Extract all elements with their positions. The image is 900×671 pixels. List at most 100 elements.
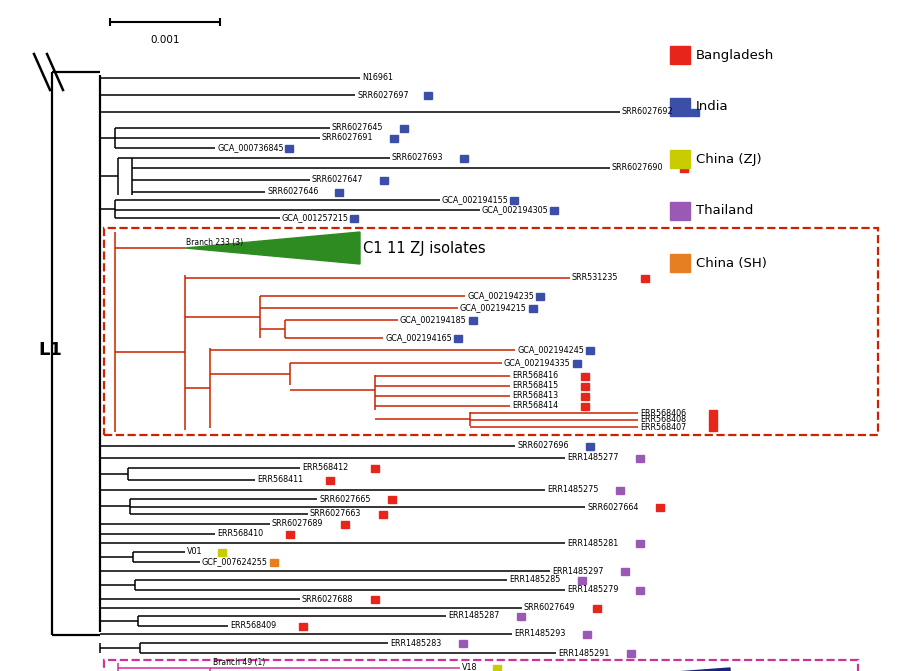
Bar bbox=[581, 393, 589, 399]
Text: GCA_002194335: GCA_002194335 bbox=[504, 358, 571, 368]
Text: GCA_002194245: GCA_002194245 bbox=[517, 346, 584, 354]
Bar bbox=[709, 409, 716, 417]
Text: GCF_007624255: GCF_007624255 bbox=[202, 558, 268, 566]
Text: SRR531235: SRR531235 bbox=[572, 274, 618, 282]
Text: SRR6027692: SRR6027692 bbox=[622, 107, 673, 117]
Text: ERR1485293: ERR1485293 bbox=[514, 629, 565, 639]
Text: N16961: N16961 bbox=[362, 74, 393, 83]
Bar bbox=[670, 202, 689, 220]
Text: GCA_002194165: GCA_002194165 bbox=[385, 333, 452, 342]
Text: SRR6027649: SRR6027649 bbox=[524, 603, 575, 613]
Bar bbox=[371, 464, 379, 472]
Text: ERR1485285: ERR1485285 bbox=[509, 576, 561, 584]
Text: ERR1485283: ERR1485283 bbox=[390, 639, 441, 648]
Text: ERR568411: ERR568411 bbox=[257, 476, 303, 484]
Bar bbox=[270, 558, 278, 566]
Text: GCA_002194155: GCA_002194155 bbox=[442, 195, 508, 205]
Bar bbox=[581, 372, 589, 380]
Text: ERR1485291: ERR1485291 bbox=[558, 648, 609, 658]
Bar bbox=[670, 46, 689, 64]
Text: SRR6027688: SRR6027688 bbox=[302, 595, 354, 603]
Bar bbox=[586, 442, 594, 450]
Bar bbox=[670, 150, 689, 168]
Bar bbox=[709, 417, 716, 423]
Text: SRR6027689: SRR6027689 bbox=[272, 519, 323, 529]
Text: ERR1485287: ERR1485287 bbox=[448, 611, 500, 621]
Text: ERR1485279: ERR1485279 bbox=[567, 586, 618, 595]
Bar bbox=[460, 154, 468, 162]
Text: GCA_002194215: GCA_002194215 bbox=[460, 303, 526, 313]
Bar bbox=[581, 403, 589, 409]
Bar bbox=[583, 631, 590, 637]
Bar bbox=[400, 125, 408, 132]
Text: SRR6027647: SRR6027647 bbox=[312, 176, 364, 185]
Text: China (SH): China (SH) bbox=[696, 256, 767, 270]
Text: ERR568415: ERR568415 bbox=[512, 382, 558, 391]
Text: SRR6027664: SRR6027664 bbox=[587, 503, 638, 511]
Text: ERR568406: ERR568406 bbox=[640, 409, 686, 417]
Text: Branch 49 (1): Branch 49 (1) bbox=[213, 658, 266, 666]
Bar bbox=[581, 382, 589, 389]
Text: ERR568413: ERR568413 bbox=[512, 391, 558, 401]
Bar bbox=[493, 664, 500, 671]
Text: ERR568407: ERR568407 bbox=[640, 423, 686, 431]
Text: SRR6027697: SRR6027697 bbox=[357, 91, 409, 99]
Text: ERR1485277: ERR1485277 bbox=[567, 454, 618, 462]
Bar bbox=[286, 531, 293, 537]
Text: GCA_000736845: GCA_000736845 bbox=[217, 144, 284, 152]
Bar bbox=[379, 511, 387, 517]
Text: ERR1485281: ERR1485281 bbox=[567, 539, 618, 548]
Bar bbox=[656, 503, 663, 511]
Bar bbox=[390, 134, 398, 142]
Text: India: India bbox=[696, 101, 729, 113]
Bar bbox=[691, 109, 698, 115]
Text: GCA_002194235: GCA_002194235 bbox=[467, 291, 534, 301]
Bar bbox=[517, 613, 525, 619]
Text: GCA_002194185: GCA_002194185 bbox=[400, 315, 467, 325]
Text: SRR6027691: SRR6027691 bbox=[322, 134, 374, 142]
Text: SRR6027663: SRR6027663 bbox=[310, 509, 362, 519]
Bar bbox=[621, 568, 629, 574]
Text: China (ZJ): China (ZJ) bbox=[696, 152, 761, 166]
Bar bbox=[454, 335, 462, 342]
Bar bbox=[578, 576, 586, 584]
Bar bbox=[424, 91, 432, 99]
Text: GCA_001257215: GCA_001257215 bbox=[282, 213, 349, 223]
Bar bbox=[670, 254, 689, 272]
Polygon shape bbox=[460, 668, 730, 671]
Text: V01: V01 bbox=[187, 548, 202, 556]
Bar bbox=[709, 423, 716, 431]
Bar bbox=[586, 346, 594, 354]
Text: SRR6027696: SRR6027696 bbox=[517, 442, 569, 450]
Text: Bangladesh: Bangladesh bbox=[696, 48, 774, 62]
Text: SRR6027645: SRR6027645 bbox=[332, 123, 383, 132]
Text: Thailand: Thailand bbox=[696, 205, 753, 217]
Bar bbox=[670, 98, 689, 116]
Bar bbox=[616, 486, 624, 493]
Bar bbox=[104, 660, 858, 671]
Bar bbox=[510, 197, 518, 203]
Bar bbox=[459, 639, 467, 646]
Bar bbox=[627, 650, 634, 656]
Text: ERR568408: ERR568408 bbox=[640, 415, 686, 425]
Bar bbox=[380, 176, 388, 183]
Bar bbox=[326, 476, 334, 484]
Bar bbox=[636, 586, 644, 594]
Bar bbox=[299, 623, 307, 629]
Text: ERR568412: ERR568412 bbox=[302, 464, 348, 472]
Bar bbox=[593, 605, 600, 611]
Text: SRR6027665: SRR6027665 bbox=[319, 495, 371, 503]
Text: ERR568410: ERR568410 bbox=[217, 529, 263, 539]
Bar bbox=[550, 207, 558, 213]
Bar bbox=[636, 539, 644, 546]
Text: SRR6027693: SRR6027693 bbox=[392, 154, 444, 162]
Bar bbox=[641, 274, 649, 282]
Text: Branch 233 (3): Branch 233 (3) bbox=[186, 238, 243, 246]
Bar bbox=[335, 189, 343, 195]
Bar bbox=[350, 215, 357, 221]
Polygon shape bbox=[185, 232, 360, 264]
Bar bbox=[529, 305, 536, 311]
Bar bbox=[469, 317, 477, 323]
Text: ERR568414: ERR568414 bbox=[512, 401, 558, 411]
Text: 0.001: 0.001 bbox=[150, 35, 180, 45]
